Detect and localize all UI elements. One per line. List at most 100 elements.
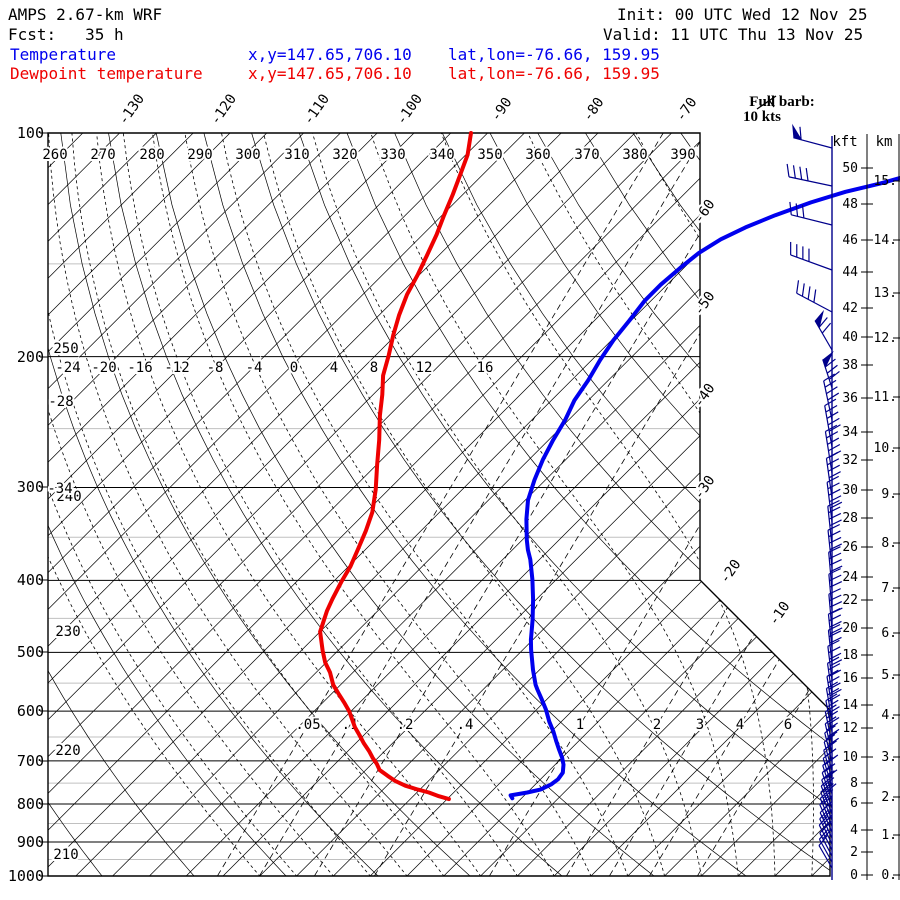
isotherm-label: -120 [208, 91, 240, 128]
kft-tick-label: 30 [842, 483, 858, 498]
mixing-ratio-lines [217, 133, 830, 876]
kft-tick-label: 18 [842, 648, 858, 663]
dry-adiabat-label: 260 [42, 147, 67, 163]
dry-adiabat-label: 350 [477, 147, 502, 163]
dry-adiabat-label: 370 [574, 147, 599, 163]
temperature-latlon: lat,lon=-76.66, 159.95 [448, 45, 660, 64]
kft-tick-label: 34 [842, 425, 858, 440]
valid-time: Valid: 11 UTC Thu 13 Nov 25 [603, 25, 864, 44]
temperature-legend-label: Temperature [10, 45, 116, 64]
km-axis-header: km [876, 134, 893, 150]
mixing-ratio-label: 3 [696, 717, 704, 733]
kft-tick-label: 24 [842, 570, 858, 585]
pressure-label: 600 [17, 702, 44, 720]
init-time: Init: 00 UTC Wed 12 Nov 25 [617, 5, 868, 24]
barb-scale-note: Full barb:10 kts [743, 94, 815, 125]
pressure-axis: 100 200 300 400 500 600 700 800 900 1000 [8, 124, 48, 885]
kft-axis-header: kft [832, 134, 857, 150]
moist-adiabat-label: -4 [246, 360, 263, 376]
mixing-ratio-label: .4 [457, 717, 474, 733]
mixing-ratio-label: .05 [295, 717, 320, 733]
isotherm-label: -70 [673, 95, 701, 125]
kft-tick-label: 20 [842, 621, 858, 636]
moist-adiabat-label: -12 [164, 360, 189, 376]
isotherm-label: -100 [394, 91, 426, 128]
mixing-ratio-label: .2 [397, 717, 414, 733]
km-tick-label: 12. [874, 331, 897, 346]
dry-adiabat-label: 310 [284, 147, 309, 163]
dry-adiabat-label: 290 [187, 147, 212, 163]
km-tick-label: 13. [874, 286, 897, 301]
plot-area [48, 133, 830, 876]
km-tick-label: 3. [881, 750, 897, 765]
forecast-hour: Fcst: 35 h [8, 25, 124, 44]
barb-note-line1: Full barb: [749, 94, 814, 110]
kft-tick-label: 36 [842, 391, 858, 406]
isotherm-label: -60 [691, 197, 719, 227]
moist-adiabat-label: -16 [127, 360, 152, 376]
isotherm-label: -20 [717, 557, 745, 587]
isotherm-label: -110 [301, 91, 333, 128]
moist-adiabat-label: 12 [416, 360, 433, 376]
dry-adiabat-label: 220 [55, 743, 80, 759]
mixing-ratio-label: 6 [784, 717, 792, 733]
moist-adiabat-label: 8 [370, 360, 378, 376]
km-tick-label: 7. [881, 581, 897, 596]
km-tick-label: 9. [881, 487, 897, 502]
isotherm-label: -80 [580, 95, 608, 125]
dry-adiabat-label: 280 [139, 147, 164, 163]
dry-adiabat-label: 250 [53, 341, 78, 357]
kft-tick-label: 32 [842, 453, 858, 468]
dry-adiabat-label: 390 [670, 147, 695, 163]
temperature-grid-xy: x,y=147.65,706.10 [248, 45, 412, 64]
moist-adiabat-label: -24 [55, 360, 80, 376]
isotherm-lines [48, 133, 830, 876]
dry-adiabat-label: 270 [90, 147, 115, 163]
kft-tick-label: 2 [850, 845, 858, 860]
pressure-label: 300 [17, 478, 44, 496]
kft-tick-label: 46 [842, 233, 858, 248]
kft-tick-label: 42 [842, 301, 858, 316]
kft-tick-label: 38 [842, 358, 858, 373]
moist-adiabat-label: -28 [48, 394, 73, 410]
mixing-ratio-label: 1 [576, 717, 584, 733]
kft-tick-label: 8 [850, 776, 858, 791]
isotherm-label: -90 [488, 95, 516, 125]
moist-adiabat-label: -20 [91, 360, 116, 376]
pressure-label: 400 [17, 571, 44, 589]
mixing-ratio-label: 2 [653, 717, 661, 733]
km-tick-label: 4. [881, 708, 897, 723]
temperature-curve [508, 176, 900, 801]
kft-tick-label: 12 [842, 721, 858, 736]
dry-adiabat-label: 300 [235, 147, 260, 163]
km-tick-label: 14. [874, 233, 897, 248]
km-tick-label: 8. [881, 536, 897, 551]
moist-adiabat-label: 16 [477, 360, 494, 376]
dry-adiabat-label: 380 [622, 147, 647, 163]
pressure-label: 200 [17, 348, 44, 366]
kft-tick-label: 22 [842, 593, 858, 608]
dewpoint-latlon: lat,lon=-76.66, 159.95 [448, 64, 660, 83]
moist-adiabat-lines [48, 133, 830, 876]
km-tick-label: 2. [881, 790, 897, 805]
pressure-label: 700 [17, 752, 44, 770]
km-tick-label: 1. [881, 828, 897, 843]
pressure-label: 900 [17, 833, 44, 851]
skewt-line-labels: 260 270 280 290 300 310 320 330 340 350 360 370 380 3… [40, 89, 795, 865]
dry-adiabat-label: 240 [56, 489, 81, 505]
dewpoint-curve [318, 131, 473, 802]
moist-adiabat-label: 0 [290, 360, 298, 376]
kft-tick-label: 4 [850, 823, 858, 838]
km-tick-label: 15. [874, 174, 897, 189]
kft-tick-label: 50 [842, 161, 858, 176]
example-barb-icon [756, 95, 777, 110]
moist-adiabat-label: 4 [330, 360, 338, 376]
dewpoint-grid-xy: x,y=147.65,706.10 [248, 64, 412, 83]
kft-tick-label: 6 [850, 796, 858, 811]
kft-tick-label: 28 [842, 511, 858, 526]
kft-tick-label: 16 [842, 671, 858, 686]
isotherm-label: -40 [691, 381, 719, 411]
dry-adiabat-label: 360 [525, 147, 550, 163]
